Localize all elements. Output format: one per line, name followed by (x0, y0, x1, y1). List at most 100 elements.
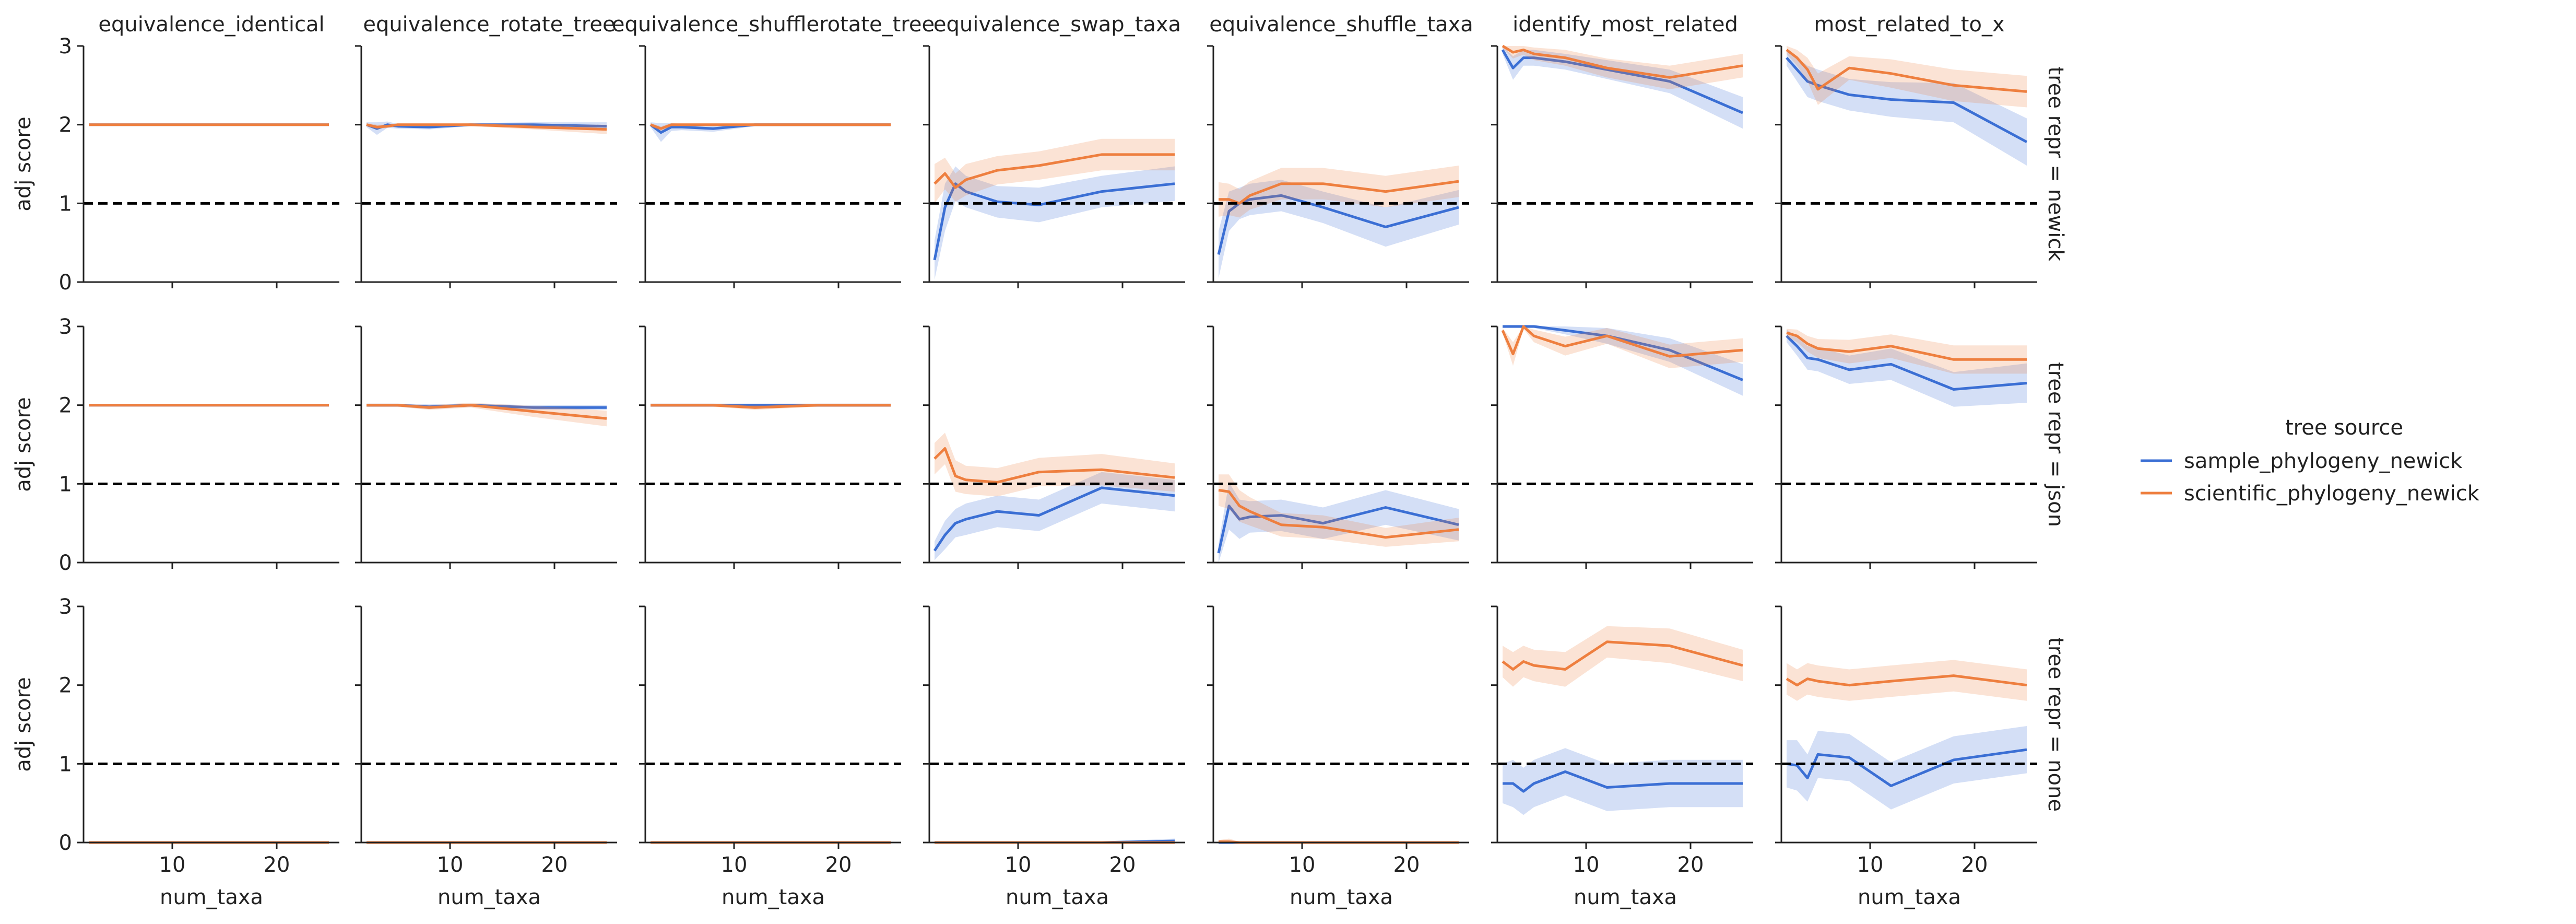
column-title-3: equivalence_swap_taxa (933, 13, 1181, 37)
confidence-band-scientific (1503, 626, 1743, 687)
y-tick-label: 3 (59, 34, 72, 59)
legend-label-scientific: scientific_phylogeny_newick (2184, 482, 2480, 506)
y-tick-label: 2 (59, 394, 72, 418)
x-tick-label: 10 (1005, 853, 1032, 877)
x-tick-label: 10 (721, 853, 748, 877)
x-axis-label: num_taxa (438, 885, 541, 909)
panel-r0-c3: equivalence_swap_taxa (923, 13, 1185, 288)
x-tick-label: 10 (437, 853, 464, 877)
y-axis-label: adj score (11, 677, 36, 771)
legend-label-sample: sample_phylogeny_newick (2184, 449, 2463, 473)
confidence-band-sample (1787, 726, 2027, 810)
series-line-scientific (366, 123, 607, 131)
x-tick-label: 10 (1857, 853, 1884, 877)
y-tick-label: 2 (59, 113, 72, 137)
confidence-band-scientific (1503, 46, 1743, 89)
row-title-0: tree repr = newick (2043, 66, 2067, 262)
series-line-scientific (651, 404, 891, 409)
column-title-1: equivalence_rotate_tree (363, 13, 615, 37)
series-line-scientific (1786, 331, 2027, 361)
series-line-scientific (933, 447, 1175, 484)
confidence-band-scientific (935, 432, 1175, 497)
panel-r1-c3 (923, 325, 1185, 569)
y-tick-label: 0 (59, 551, 72, 575)
x-tick-label: 20 (1393, 853, 1420, 877)
series-line-scientific (650, 123, 891, 130)
row-title-2: tree repr = none (2043, 637, 2067, 812)
confidence-band-scientific (1787, 329, 2027, 374)
x-axis-label: num_taxa (1290, 885, 1393, 909)
confidence-band-scientific (1503, 326, 1743, 368)
series-line-sample (1503, 770, 1743, 793)
series-line-sample (1217, 505, 1459, 554)
panel-r0-c5: identify_most_related (1491, 13, 1753, 288)
series-line-scientific (933, 153, 1175, 189)
series-line-sample (1786, 335, 2027, 391)
y-tick-label: 0 (59, 831, 72, 855)
confidence-band-sample (1787, 50, 2027, 166)
series-line-scientific (1786, 49, 2027, 93)
confidence-band-sample (1219, 482, 1459, 563)
x-tick-label: 20 (264, 853, 290, 877)
series-line-sample (1217, 194, 1459, 255)
panel-r1-c4 (1207, 325, 1469, 569)
x-tick-label: 10 (1573, 853, 1600, 877)
panel-r1-c2 (639, 325, 901, 569)
series-line-scientific (1786, 674, 2027, 687)
series-line-scientific (1502, 44, 1743, 79)
x-tick-label: 20 (825, 853, 852, 877)
x-tick-label: 20 (1109, 853, 1136, 877)
confidence-band-sample (935, 166, 1175, 280)
column-title-6: most_related_to_x (1814, 13, 2004, 37)
x-axis-label: num_taxa (1574, 885, 1677, 909)
series-line-scientific (1219, 180, 1459, 205)
x-axis-label: num_taxa (1858, 885, 1961, 909)
x-tick-label: 20 (1677, 853, 1704, 877)
confidence-band-scientific (1219, 474, 1459, 547)
series-line-scientific (1502, 640, 1743, 671)
series-line-sample (1501, 49, 1743, 114)
y-axis-label: adj score (11, 397, 36, 492)
row-title-1: tree repr = json (2043, 362, 2067, 527)
confidence-band-scientific (367, 403, 607, 427)
series-line-scientific (1501, 325, 1743, 358)
confidence-band-sample (1503, 326, 1743, 396)
y-tick-label: 1 (59, 752, 72, 776)
x-axis-label: num_taxa (1006, 885, 1109, 909)
x-tick-label: 10 (159, 853, 186, 877)
y-tick-label: 1 (59, 472, 72, 496)
x-axis-label: num_taxa (160, 885, 263, 909)
series-line-sample (933, 486, 1175, 552)
y-tick-label: 0 (59, 271, 72, 295)
x-tick-label: 10 (1289, 853, 1316, 877)
panel-r1-c0: 0 1 2 3 adj score (11, 315, 339, 575)
chart-legend: tree source sample_phylogeny_newick scie… (2141, 416, 2480, 506)
y-tick-label: 1 (59, 192, 72, 216)
column-title-4: equivalence_shuffle_taxa (1209, 13, 1473, 37)
panel-r1-c5 (1491, 325, 1753, 569)
panel-r0-c2: equivalence_shufflerotate_tree (612, 13, 935, 288)
y-tick-label: 2 (59, 674, 72, 698)
panel-r0-c4: equivalence_shuffle_taxa (1207, 13, 1473, 288)
series-line-scientific (367, 404, 607, 420)
legend-title: tree source (2285, 416, 2403, 440)
series-line-sample (1503, 325, 1743, 381)
y-tick-label: 3 (59, 595, 72, 619)
column-title-2: equivalence_shufflerotate_tree (612, 13, 935, 37)
x-tick-label: 20 (541, 853, 568, 877)
x-axis-label: num_taxa (722, 885, 825, 909)
y-tick-label: 3 (59, 315, 72, 339)
confidence-band-scientific (1219, 166, 1459, 218)
confidence-band-sample (935, 472, 1175, 560)
panel-r1-c6: tree repr = json (1775, 325, 2067, 569)
